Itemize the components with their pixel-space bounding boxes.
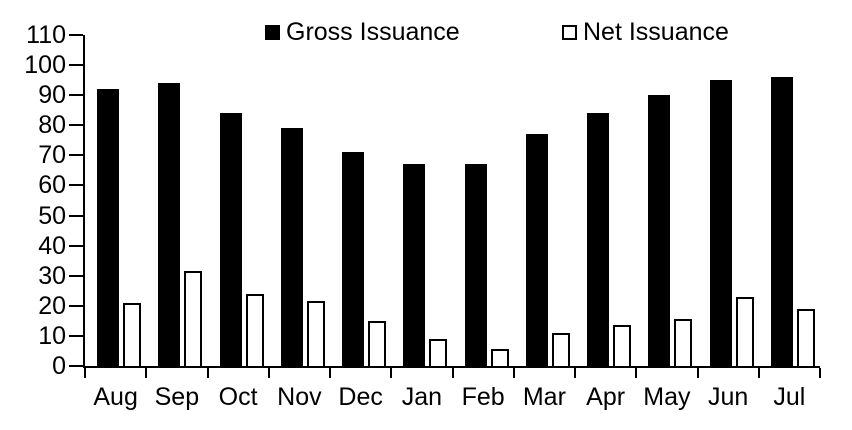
y-axis-tick [69, 34, 83, 36]
x-axis-tick [574, 368, 576, 378]
y-axis-tick [69, 274, 83, 277]
gross-issuance-bar-may [648, 95, 671, 366]
net-issuance-bar-nov [306, 301, 325, 366]
y-axis-tick [69, 64, 83, 67]
y-axis-label: 90 [38, 81, 66, 110]
gross-issuance-bar-jan [403, 164, 426, 366]
gross-issuance-bar-oct [219, 113, 242, 366]
x-axis-label-sep: Sep [154, 383, 200, 411]
x-axis-tick [145, 368, 148, 378]
x-axis-tick [84, 368, 86, 378]
x-axis-tick [451, 368, 454, 378]
gross-issuance-swatch-icon [265, 24, 280, 40]
bar-group-aug [85, 35, 146, 366]
bar-group-apr [575, 35, 636, 366]
y-axis-label: 70 [38, 141, 66, 170]
y-axis-tick [69, 365, 83, 367]
y-axis-label: 30 [38, 261, 66, 290]
y-axis-label: 100 [24, 51, 66, 80]
x-axis-tick [696, 368, 699, 378]
legend-label-net-issuance: Net Issuance [583, 18, 729, 46]
x-axis-label-feb: Feb [461, 383, 505, 411]
bar-group-oct [208, 35, 269, 366]
y-axis-label: 80 [38, 111, 66, 140]
x-axis-tick [390, 368, 393, 378]
gross-issuance-bar-mar [525, 134, 548, 366]
x-axis-tick [206, 368, 209, 378]
bar-group-mar [514, 35, 575, 366]
y-axis-tick [69, 334, 83, 337]
x-axis-label-mar: Mar [522, 383, 566, 411]
gross-issuance-bar-aug [97, 89, 120, 366]
y-axis-label: 0 [52, 352, 66, 380]
gross-issuance-bar-jun [709, 80, 732, 366]
net-issuance-bar-feb [490, 349, 509, 366]
plot-area: 0 10 20 30 40 50 60 70 80 90 100 110 Aug Sep Oct Nov Dec… [24, 22, 821, 410]
x-axis-tick [819, 368, 821, 378]
y-axis-label: 110 [26, 21, 66, 49]
x-axis-tick [512, 368, 515, 378]
bar-group-sep [146, 35, 207, 366]
x-axis-label-nov: Nov [277, 383, 322, 411]
y-axis-tick [69, 184, 83, 187]
bar-group-may [636, 35, 697, 366]
x-axis-tick [329, 368, 331, 378]
y-axis-label: 50 [38, 201, 66, 230]
y-axis-tick [69, 214, 83, 217]
x-axis-label-jan: Jan [401, 383, 443, 411]
net-issuance-bar-sep [184, 271, 203, 366]
y-axis-tick [69, 94, 83, 97]
net-issuance-bar-jun [735, 296, 754, 366]
x-axis-label-aug: Aug [93, 383, 138, 411]
x-axis-label-may: May [643, 383, 691, 411]
net-issuance-bar-may [674, 319, 693, 366]
net-issuance-bar-jul [796, 308, 815, 366]
y-axis-tick [69, 244, 83, 247]
net-issuance-bar-aug [123, 302, 142, 366]
x-axis-label-jul: Jul [773, 383, 806, 411]
legend-label-gross-issuance: Gross Issuance [286, 18, 460, 46]
legend-item-net-issuance: Net Issuance [562, 18, 729, 46]
bar-group-jan [391, 35, 452, 366]
gross-issuance-bar-feb [464, 164, 487, 366]
x-axis-tick [267, 368, 270, 378]
y-axis-label: 60 [38, 171, 66, 200]
y-axis-label: 10 [38, 321, 66, 350]
gross-issuance-bar-nov [280, 128, 303, 366]
y-axis-tick [69, 124, 83, 127]
legend-item-gross-issuance: Gross Issuance [265, 18, 460, 46]
net-issuance-bar-dec [368, 320, 387, 366]
bar-group-dec [330, 35, 391, 366]
x-axis-tick [757, 368, 760, 378]
gross-issuance-bar-apr [587, 113, 610, 366]
bar-group-jun [698, 35, 759, 366]
x-axis-tick [635, 368, 638, 378]
net-issuance-bar-oct [245, 293, 264, 366]
bar-group-nov [269, 35, 330, 366]
x-axis-label-jun: Jun [707, 383, 749, 411]
gross-issuance-bar-jul [770, 77, 793, 366]
x-axis-label-apr: Apr [586, 383, 626, 411]
x-axis-label-oct: Oct [218, 383, 258, 411]
gross-issuance-bar-dec [342, 152, 365, 366]
net-issuance-bar-jan [429, 338, 448, 366]
gross-issuance-bar-sep [158, 83, 181, 366]
y-axis-tick [69, 304, 83, 307]
y-axis-tick [69, 154, 83, 157]
net-issuance-bar-apr [613, 325, 632, 366]
net-issuance-swatch-icon [562, 24, 577, 40]
net-issuance-bar-mar [551, 332, 570, 366]
bar-group-jul [759, 35, 820, 366]
y-axis-label: 20 [38, 291, 66, 320]
x-axis-label-dec: Dec [338, 383, 383, 411]
y-axis-label: 40 [38, 231, 66, 260]
bar-group-feb [453, 35, 514, 366]
